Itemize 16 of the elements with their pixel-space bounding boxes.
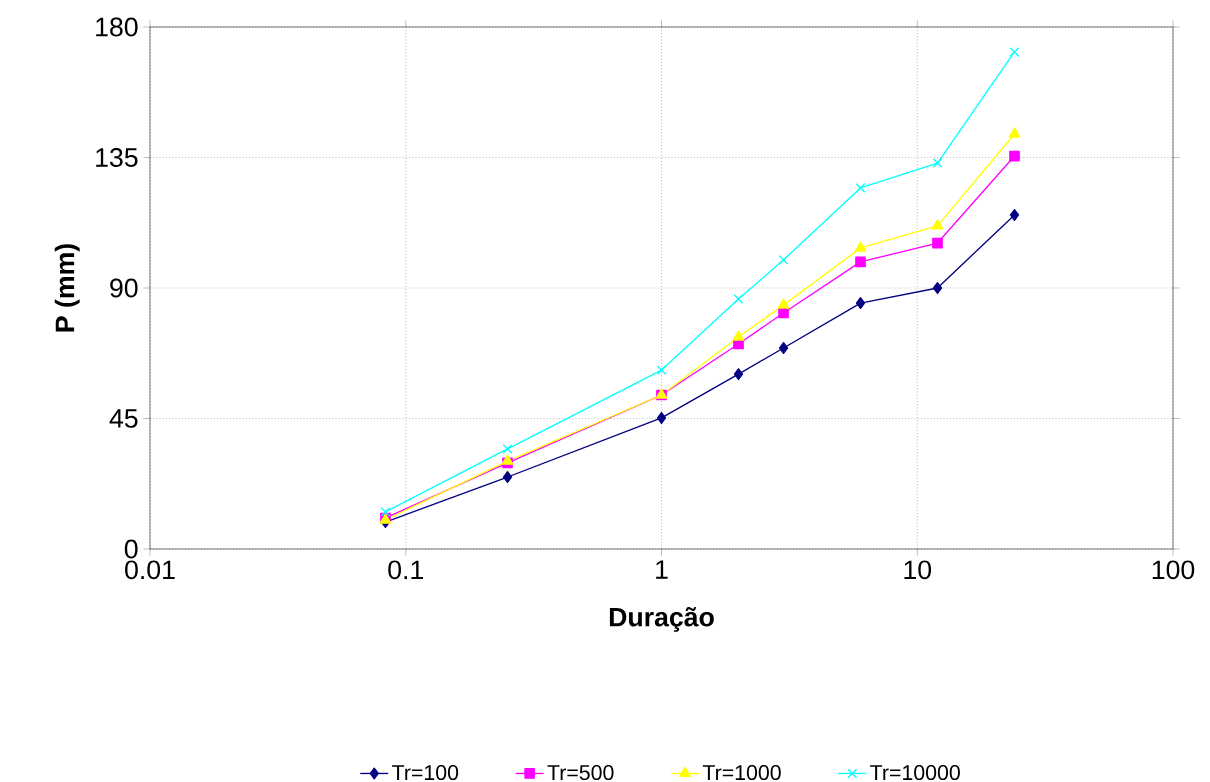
x-tick-label: 0.01 (125, 560, 175, 580)
y-tick-label: 45 (109, 409, 138, 428)
x-tick-label: 100 (1152, 560, 1195, 580)
legend-label: Tr=100 (392, 765, 459, 781)
y-tick-label: 90 (110, 278, 138, 298)
legend-label: Tr=500 (547, 765, 614, 781)
legend-label: Tr=1000 (702, 765, 781, 781)
x-axis-title: Duração (609, 607, 714, 632)
legend-label: Tr=10000 (870, 765, 960, 781)
y-axis-title: P (mm) (54, 244, 80, 332)
y-tick-label: 135 (96, 148, 138, 167)
x-tick-label: 10 (904, 560, 932, 580)
y-tick-label: 0 (124, 539, 138, 559)
y-tick-label: 180 (96, 17, 138, 37)
x-tick-label: 1 (656, 560, 668, 579)
x-tick-label: 0.1 (388, 560, 423, 580)
